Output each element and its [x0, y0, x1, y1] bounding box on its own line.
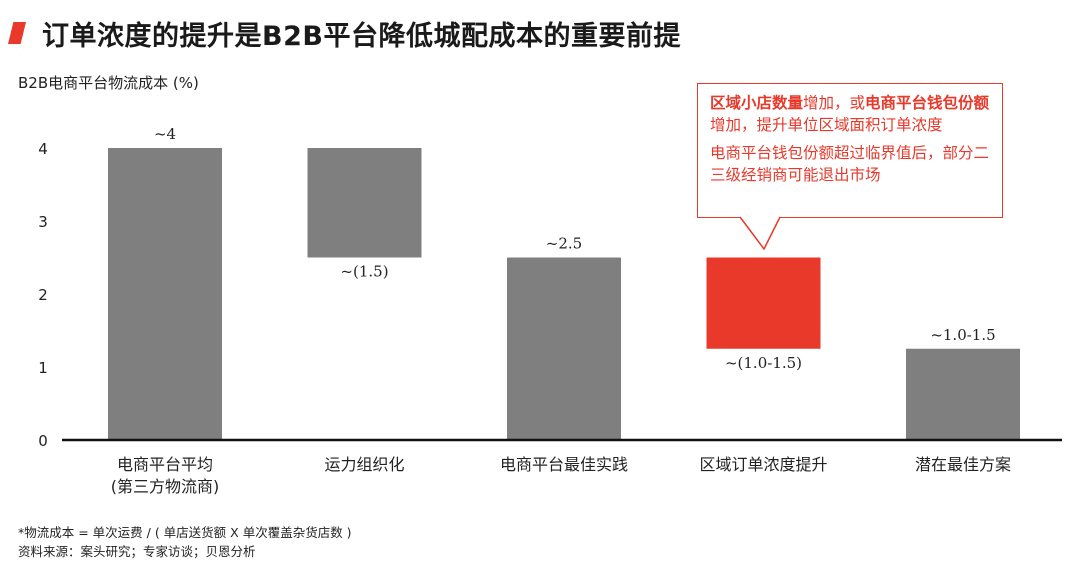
- data-label: ~1.0-1.5: [930, 326, 995, 344]
- callout-text: 增加，提升单位区域面积订单浓度: [710, 116, 943, 134]
- callout-box: 区域小店数量增加，或电商平台钱包份额增加，提升单位区域面积订单浓度 电商平台钱包…: [697, 83, 1003, 218]
- y-tick-label: 2: [38, 286, 48, 304]
- bar-4: [706, 257, 821, 349]
- y-tick-label: 3: [38, 213, 48, 231]
- x-category-label: 潜在最佳方案: [915, 455, 1011, 474]
- callout-emphasis: 区域小店数量: [710, 94, 804, 112]
- bar-2: [307, 148, 422, 258]
- callout-emphasis: 电商平台钱包份额: [865, 94, 990, 112]
- y-tick-label: 0: [38, 432, 48, 450]
- bar-1: [108, 148, 222, 440]
- x-category-label: 电商平台平均: [117, 455, 213, 474]
- x-category-label: 运力组织化: [324, 455, 404, 474]
- y-tick-label: 1: [38, 359, 48, 377]
- footnote-source: 资料来源：案头研究；专家访谈；贝恩分析: [18, 544, 256, 559]
- callout-text: 增加，或: [803, 94, 866, 112]
- page-title: 订单浓度的提升是B2B平台降低城配成本的重要前提: [42, 21, 681, 52]
- data-label: ~(1.0-1.5): [725, 354, 802, 372]
- bar-5: [906, 348, 1020, 440]
- y-tick-label: 4: [38, 140, 48, 158]
- callout-line-1: 区域小店数量增加，或电商平台钱包份额增加，提升单位区域面积订单浓度: [710, 92, 990, 136]
- x-category-label: 区域订单浓度提升: [699, 455, 827, 474]
- callout-line-2: 电商平台钱包份额超过临界值后，部分二三级经销商可能退出市场: [710, 144, 990, 184]
- x-category-label: 电商平台最佳实践: [500, 455, 628, 474]
- x-category-label: (第三方物流商): [111, 477, 220, 496]
- y-axis-title: B2B电商平台物流成本 (%): [18, 74, 199, 92]
- data-label: ~2.5: [546, 235, 582, 253]
- header-accent-mark: [8, 22, 26, 44]
- callout-pointer: [739, 216, 781, 250]
- footnote-formula: *物流成本 = 单次运费 / ( 单店送货额 X 单次覆盖杂货店数 ): [18, 525, 352, 540]
- bar-3: [507, 257, 621, 440]
- footnote: *物流成本 = 单次运费 / ( 单店送货额 X 单次覆盖杂货店数 ) 资料来源…: [18, 523, 352, 561]
- data-label: ~(1.5): [340, 263, 388, 281]
- data-label: ~4: [154, 125, 176, 143]
